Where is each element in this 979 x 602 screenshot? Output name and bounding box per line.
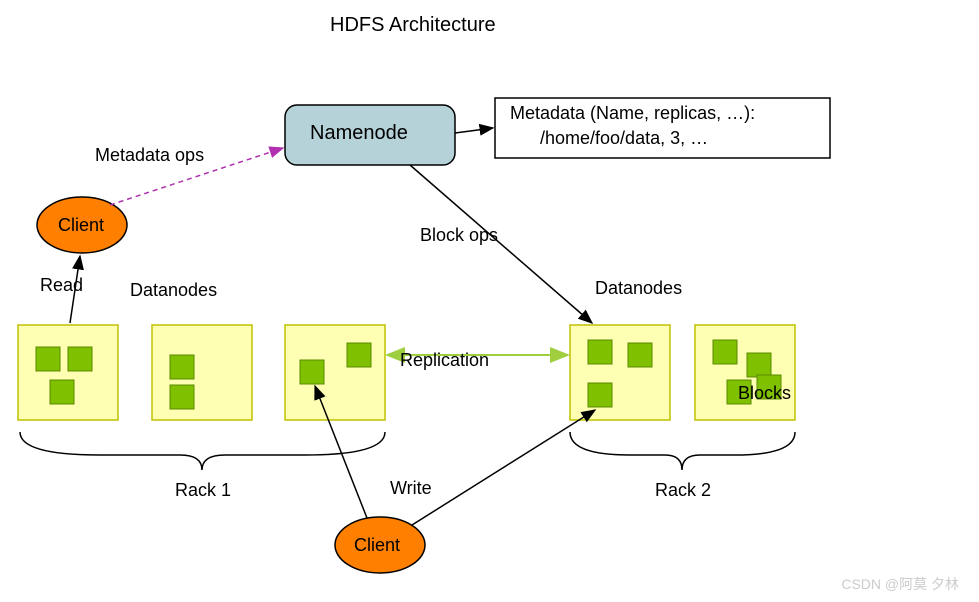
client-left-label: Client — [58, 215, 104, 236]
datanode-4 — [570, 325, 670, 420]
replication-label: Replication — [400, 350, 489, 371]
diagram-title: HDFS Architecture — [330, 14, 496, 37]
rack1-label: Rack 1 — [175, 480, 231, 501]
read-label: Read — [40, 275, 83, 296]
rack2-label: Rack 2 — [655, 480, 711, 501]
datanode-1 — [18, 325, 118, 420]
watermark: CSDN @阿莫 夕林 — [841, 574, 959, 594]
metadata-line1: Metadata (Name, replicas, …): — [510, 103, 755, 124]
datanodes-right-label: Datanodes — [595, 278, 682, 299]
datanode-2 — [152, 325, 252, 420]
metadata-line2: /home/foo/data, 3, … — [540, 128, 708, 149]
blocks-label: Blocks — [738, 383, 791, 404]
diagram-svg — [0, 0, 979, 602]
arrow-namenode-metadata — [455, 128, 493, 133]
datanode-5 — [695, 325, 795, 420]
brace-rack1 — [20, 432, 385, 470]
arrow-write-2 — [412, 410, 595, 525]
block-ops-label: Block ops — [420, 225, 498, 246]
brace-rack2 — [570, 432, 795, 470]
client-bottom-label: Client — [354, 535, 400, 556]
datanode-3 — [285, 325, 385, 420]
metadata-ops-label: Metadata ops — [95, 145, 204, 166]
namenode-label: Namenode — [310, 122, 408, 145]
write-label: Write — [390, 478, 432, 499]
datanodes-left-label: Datanodes — [130, 280, 217, 301]
